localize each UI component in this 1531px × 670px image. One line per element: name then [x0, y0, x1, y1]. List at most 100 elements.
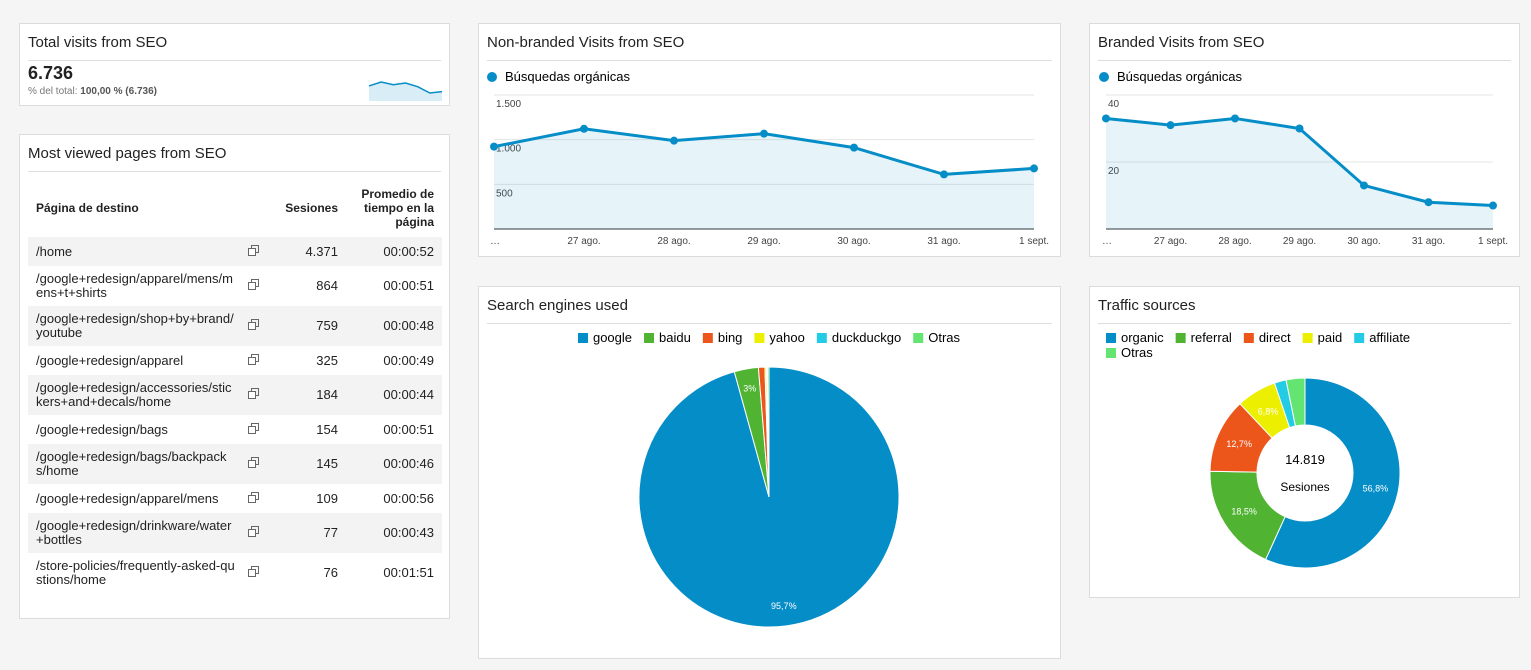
legend-label: yahoo	[769, 330, 804, 345]
legend: organic referral direct paid affiliate Otras	[1106, 330, 1410, 360]
open-icon[interactable]	[248, 353, 259, 365]
table-body: /home 4.371 00:00:52/google+redesign/appar…	[28, 237, 442, 593]
sparkline-line	[368, 81, 443, 94]
point	[760, 129, 768, 138]
legend-label: Otras	[1121, 345, 1153, 360]
point	[670, 136, 678, 145]
point	[1489, 201, 1497, 210]
legend-item: affiliate	[1354, 330, 1410, 345]
summary-value: 6.736	[28, 63, 74, 83]
sessions-cell: 184	[316, 387, 338, 402]
point	[490, 142, 498, 151]
x-tick-label: 27 ago.	[567, 236, 600, 247]
center-value: 14.819	[1285, 452, 1325, 467]
table-row: /google+redesign/accessories/stickers+an…	[28, 375, 442, 415]
legend-swatch	[754, 333, 765, 343]
point	[850, 143, 858, 152]
point	[1166, 121, 1175, 130]
table-row: /google+redesign/apparel/mens 109 00:00:56	[28, 484, 442, 513]
point	[1360, 181, 1368, 190]
legend-label: paid	[1318, 330, 1343, 345]
slice-label: 12,7%	[1226, 439, 1252, 449]
legend-dot	[487, 72, 497, 82]
legend-label: referral	[1191, 330, 1232, 345]
slice	[1285, 377, 1306, 427]
panel-title: Most viewed pages from SEO	[28, 144, 441, 172]
y-tick-label: 1.500	[496, 99, 521, 110]
legend-label: Búsquedas orgánicas	[505, 69, 631, 84]
x-tick-label: 30 ago.	[1347, 236, 1380, 247]
icon-cell	[244, 346, 266, 375]
time-cell: 00:00:48	[383, 318, 434, 333]
legend-item: bing	[702, 330, 742, 345]
legend-item: paid	[1302, 330, 1343, 345]
x-tick-label: 31 ago.	[1412, 236, 1445, 247]
panel-title: Search engines used	[487, 296, 1052, 324]
slice-label: 6,8%	[1258, 406, 1279, 416]
point	[1102, 114, 1110, 123]
open-icon[interactable]	[248, 279, 259, 290]
y-tick-label: 1.000	[496, 144, 521, 155]
open-icon[interactable]	[248, 526, 259, 537]
legend-swatch	[913, 333, 924, 343]
y-tick-label: 500	[496, 188, 513, 199]
legend-swatch	[1243, 333, 1254, 343]
x-tick-label: 31 ago.	[927, 236, 960, 247]
open-icon[interactable]	[248, 319, 259, 330]
icon-cell	[244, 415, 266, 444]
panel-title: Traffic sources	[1098, 296, 1511, 324]
sparkline	[368, 81, 443, 101]
time-cell: 00:01:51	[383, 565, 434, 580]
open-icon[interactable]	[248, 422, 259, 434]
time-cell: 00:00:43	[383, 525, 434, 540]
open-icon[interactable]	[248, 491, 259, 503]
legend-item: Otras	[1106, 345, 1153, 360]
page-cell: /google+redesign/drinkware/water+bottles	[36, 518, 232, 547]
legend-label: Búsquedas orgánicas	[1117, 69, 1243, 84]
sessions-cell: 109	[316, 490, 338, 506]
legend-label: google	[593, 330, 632, 345]
open-icon[interactable]	[248, 457, 259, 468]
area	[1106, 118, 1493, 229]
point	[1231, 114, 1239, 123]
legend-swatch	[1106, 333, 1116, 343]
line-chart: 500 1.000 1.500 … 27 ago. 28 ago. 29 ago. 30 ag…	[487, 69, 1049, 247]
icon-cell	[244, 266, 266, 306]
legend-label: affiliate	[1369, 330, 1410, 345]
legend-swatch	[1354, 333, 1365, 343]
slice	[766, 366, 770, 498]
slice-label: 18,5%	[1231, 506, 1257, 516]
panel-title: Total visits from SEO	[28, 33, 441, 61]
open-icon[interactable]	[248, 566, 259, 577]
area	[494, 128, 1034, 229]
open-icon[interactable]	[248, 388, 259, 399]
table-row: /google+redesign/apparel 325 00:00:49	[28, 346, 442, 375]
x-tick-label: 28 ago.	[657, 236, 690, 247]
legend-item: google	[577, 330, 632, 345]
icon-cell	[244, 306, 266, 346]
page-cell: /google+redesign/apparel	[36, 352, 184, 368]
time-cell: 00:00:51	[383, 421, 434, 437]
legend-label: baidu	[659, 330, 691, 345]
page-cell: /store-policies/frequently-asked-qustion…	[36, 558, 235, 587]
table-row: /google+redesign/drinkware/water+bottles…	[28, 513, 442, 553]
slice	[1264, 377, 1401, 569]
legend-label: direct	[1259, 330, 1291, 345]
pie-chart: 95,7% 3% google baidu bing yahoo duckduckgo Otr…	[577, 330, 961, 628]
point	[1030, 164, 1038, 173]
panel-title: Branded Visits from SEO	[1098, 33, 1511, 61]
legend-swatch	[577, 333, 588, 343]
x-tick-label: 1 sept.	[1019, 236, 1049, 247]
page-cell: /google+redesign/shop+by+brand/youtube	[36, 311, 234, 340]
time-cell: 00:00:56	[383, 490, 434, 506]
sparkline-area	[369, 82, 442, 101]
sessions-cell: 154	[316, 421, 338, 437]
chart-panel: Traffic sources 56,8% 18,5% 12,7% 6,8% organ…	[1089, 286, 1520, 598]
legend-swatch	[1106, 348, 1116, 358]
x-tick-label: 28 ago.	[1218, 236, 1251, 247]
open-icon[interactable]	[248, 244, 259, 256]
header-row: Página de destino Sesiones Promedio de t…	[28, 179, 442, 237]
point	[1295, 124, 1304, 133]
slice-label: 3%	[743, 384, 756, 394]
